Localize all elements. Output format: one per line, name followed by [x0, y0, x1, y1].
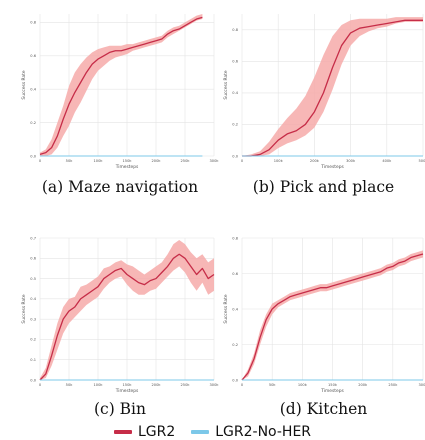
legend-label-lgr2: LGR2 [137, 424, 176, 440]
caption-pick-and-place: (b) Pick and place [252, 178, 395, 196]
x-tick-label: 250k [388, 383, 398, 387]
y-tick-label: 0.2 [232, 343, 238, 347]
x-tick-label: 0 [39, 383, 42, 387]
caption-maze-navigation: (a) Maze navigation [41, 178, 199, 196]
x-tick-label: 200k [152, 159, 162, 163]
x-tick-label: 300k [346, 159, 356, 163]
x-tick-label: 0 [241, 383, 244, 387]
y-tick-label: 0.6 [232, 272, 238, 276]
legend: LGR2 LGR2-No-HER [0, 424, 425, 440]
x-tick-label: 200k [152, 383, 162, 387]
y-tick-label: 0.8 [30, 21, 36, 25]
legend-swatch-lgr2-no-her [191, 430, 210, 434]
y-tick-label: 0.3 [30, 317, 36, 321]
y-tick-label: 0.0 [30, 154, 36, 158]
y-tick-label: 0.5 [30, 277, 36, 281]
x-tick-label: 250k [181, 159, 191, 163]
x-tick-label: 0 [39, 159, 42, 163]
x-tick-label: 250k [181, 383, 191, 387]
y-axis-label: Success Rate [21, 294, 27, 323]
x-tick-label: 50k [66, 383, 74, 387]
legend-swatch-lgr2 [113, 430, 132, 434]
x-axis-label: Timesteps [115, 164, 139, 170]
y-tick-label: 0.6 [30, 257, 36, 261]
x-tick-label: 300k [210, 159, 220, 163]
x-tick-label: 50k [269, 383, 277, 387]
y-tick-label: 0.8 [232, 28, 238, 32]
x-tick-label: 150k [123, 383, 133, 387]
x-tick-label: 0 [241, 159, 244, 163]
confidence-band-lgr2 [40, 240, 214, 380]
x-tick-label: 400k [382, 159, 392, 163]
y-tick-label: 0.7 [30, 236, 36, 240]
y-tick-label: 0.1 [30, 358, 36, 362]
legend-label-lgr2-no-her: LGR2-No-HER [215, 424, 312, 440]
confidence-band-lgr2 [242, 250, 423, 380]
y-tick-label: 0.4 [30, 87, 36, 91]
legend-item-lgr2-no-her: LGR2-No-HER [191, 424, 311, 440]
x-tick-label: 100k [94, 383, 104, 387]
legend-item-lgr2: LGR2 [113, 424, 176, 440]
confidence-band-lgr2 [40, 14, 203, 156]
y-axis-label: Success Rate [21, 70, 27, 99]
y-tick-label: 0.2 [232, 123, 238, 127]
plot-pick-and-place: 0 100k 200k 300k 400k 500k 0.0 0.2 0.4 0.6 0.8 Time… [223, 14, 425, 170]
caption-bin: (c) Bin [93, 400, 147, 418]
x-tick-label: 100k [94, 159, 104, 163]
x-tick-label: 500k [419, 159, 425, 163]
caption-kitchen: (d) Kitchen [279, 400, 368, 418]
y-tick-label: 0.0 [232, 378, 238, 382]
plot-maze-navigation: 0 50k 100k 150k 200k 250k 300k 0.0 0.2 0.4 0.6 0.8 T… [21, 14, 220, 170]
y-tick-label: 0.2 [30, 338, 36, 342]
x-tick-label: 100k [274, 159, 284, 163]
y-axis-label: Success Rate [223, 70, 229, 99]
y-tick-label: 0.2 [30, 121, 36, 125]
y-tick-label: 0.0 [30, 378, 36, 382]
x-tick-label: 150k [328, 383, 338, 387]
y-tick-label: 0.4 [232, 91, 238, 95]
y-tick-label: 0.4 [30, 297, 36, 301]
y-tick-label: 0.6 [30, 54, 36, 58]
x-tick-label: 200k [358, 383, 368, 387]
y-tick-label: 0.6 [232, 60, 238, 64]
plot-kitchen: 0 50k 100k 150k 200k 250k 300k 0.0 0.2 0.4 0.6 0.8 T… [223, 236, 425, 394]
series-line-lgr2 [39, 16, 203, 155]
series-line-lgr2 [241, 253, 424, 381]
x-axis-label: Timesteps [320, 164, 344, 170]
y-tick-label: 0.4 [232, 307, 238, 311]
y-tick-label: 0.0 [232, 154, 238, 158]
confidence-band-lgr2 [242, 17, 423, 156]
x-tick-label: 50k [66, 159, 74, 163]
x-axis-label: Timesteps [115, 388, 139, 394]
series-line-lgr2 [39, 253, 215, 381]
x-tick-label: 300k [210, 383, 220, 387]
y-tick-label: 0.8 [232, 236, 238, 240]
series-line-lgr2 [242, 19, 423, 157]
x-tick-label: 200k [310, 159, 320, 163]
x-tick-label: 300k [419, 383, 425, 387]
x-tick-label: 100k [298, 383, 308, 387]
plot-bin: 0 50k 100k 150k 200k 250k 300k 0.0 0.1 0.2 0.3 0.4 0… [21, 236, 220, 394]
x-tick-label: 150k [123, 159, 133, 163]
y-axis-label: Success Rate [223, 294, 229, 323]
x-axis-label: Timesteps [320, 388, 344, 394]
